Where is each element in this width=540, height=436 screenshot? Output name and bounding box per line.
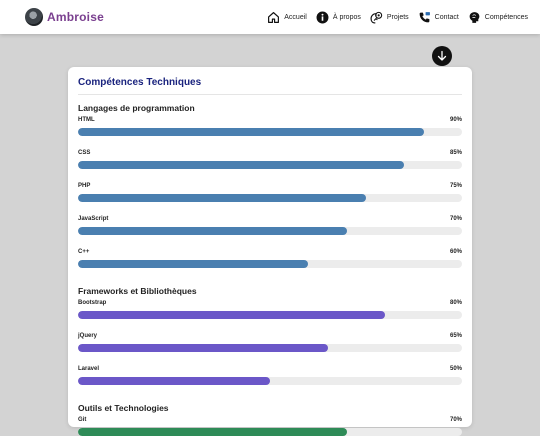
- nav-label: Projets: [386, 13, 409, 21]
- arrow-down-icon: [436, 50, 448, 62]
- progress-track: [78, 260, 462, 268]
- home-icon: [267, 11, 280, 24]
- skill-row: C++ 60%: [78, 247, 462, 268]
- progress-track: [78, 194, 462, 202]
- skill-category-languages: Langages de programmation HTML 90% CSS 85%…: [78, 103, 462, 268]
- nav-item-competences[interactable]: Compétences: [468, 11, 528, 24]
- scroll-down-button[interactable]: [432, 46, 452, 66]
- skill-name: PHP: [78, 182, 91, 189]
- nav-label: Contact: [434, 13, 459, 21]
- nav-label: Accueil: [284, 13, 307, 21]
- progress-track: [78, 227, 462, 235]
- skill-name: CSS: [78, 149, 91, 156]
- skill-name: JavaScript: [78, 215, 109, 222]
- skills-card: Compétences Techniques Langages de progr…: [68, 67, 472, 436]
- phone-icon: [418, 11, 431, 24]
- progress-track: [78, 161, 462, 169]
- progress-fill: [78, 377, 270, 385]
- skill-percent: 85%: [449, 149, 462, 156]
- skill-row: CSS 85%: [78, 148, 462, 169]
- skill-category-tools: Outils et Technologies Git 70%: [78, 403, 462, 436]
- nav-item-a-propos[interactable]: À propos: [316, 11, 361, 24]
- skill-percent: 65%: [449, 332, 462, 339]
- progress-fill: [78, 344, 328, 352]
- info-icon: [316, 11, 329, 24]
- skill-row: Laravel 50%: [78, 364, 462, 385]
- skill-row: Bootstrap 80%: [78, 298, 462, 319]
- avatar: [25, 8, 43, 26]
- nav-label: À propos: [332, 13, 361, 21]
- progress-track: [78, 128, 462, 136]
- brain-icon: [468, 11, 481, 24]
- skill-percent: 60%: [449, 248, 462, 255]
- skill-row: Git 70%: [78, 415, 462, 436]
- category-title: Langages de programmation: [78, 103, 195, 113]
- nav-links: Accueil À propos Projets Contact Compéte…: [267, 11, 528, 24]
- brand[interactable]: Ambroise: [25, 8, 104, 26]
- skill-percent: 50%: [449, 365, 462, 372]
- skill-row: JavaScript 70%: [78, 214, 462, 235]
- skill-name: C++: [78, 248, 90, 255]
- skill-category-frameworks: Frameworks et Bibliothèques Bootstrap 80%…: [78, 286, 462, 385]
- nav-item-projets[interactable]: Projets: [370, 11, 409, 24]
- skill-name: jQuery: [78, 332, 98, 339]
- progress-track: [78, 428, 462, 436]
- progress-fill: [78, 260, 309, 268]
- skill-name: Laravel: [78, 365, 100, 372]
- skill-percent: 80%: [449, 299, 462, 306]
- skill-percent: 70%: [449, 215, 462, 222]
- nav-item-accueil[interactable]: Accueil: [267, 11, 307, 24]
- progress-fill: [78, 428, 347, 436]
- skill-percent: 75%: [449, 182, 462, 189]
- category-title: Frameworks et Bibliothèques: [78, 286, 197, 296]
- brand-name: Ambroise: [47, 10, 104, 24]
- skill-row: jQuery 65%: [78, 331, 462, 352]
- progress-fill: [78, 311, 386, 319]
- projects-icon: [370, 11, 383, 24]
- progress-track: [78, 344, 462, 352]
- skill-row: PHP 75%: [78, 181, 462, 202]
- progress-fill: [78, 227, 347, 235]
- progress-fill: [78, 128, 424, 136]
- skill-name: Git: [78, 416, 87, 423]
- nav-item-contact[interactable]: Contact: [418, 11, 459, 24]
- progress-track: [78, 311, 462, 319]
- navbar: Ambroise Accueil À propos Projets Contac…: [0, 0, 540, 34]
- skill-name: HTML: [78, 116, 95, 123]
- progress-track: [78, 377, 462, 385]
- skill-percent: 70%: [449, 416, 462, 423]
- skill-percent: 90%: [449, 116, 462, 123]
- nav-label: Compétences: [484, 13, 528, 21]
- progress-fill: [78, 161, 405, 169]
- card-title: Compétences Techniques: [78, 77, 462, 95]
- skill-name: Bootstrap: [78, 299, 107, 306]
- skill-row: HTML 90%: [78, 115, 462, 136]
- progress-fill: [78, 194, 366, 202]
